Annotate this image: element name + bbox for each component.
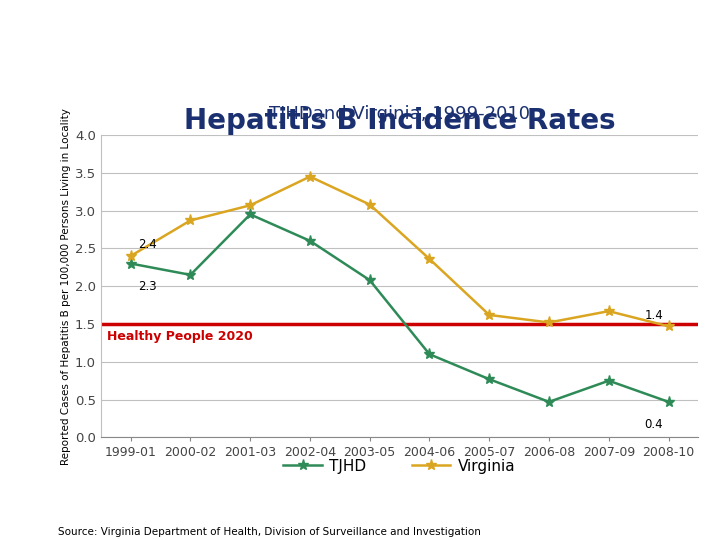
Text: 0.4: 0.4 (644, 418, 663, 431)
Text: TJHDand Virginia, 1999-2010: TJHDand Virginia, 1999-2010 (269, 105, 530, 123)
Title: Hepatitis B Incidence Rates: Hepatitis B Incidence Rates (184, 107, 616, 135)
Y-axis label: Reported Cases of Hepatitis B per 100,000 Persons Living in Locality: Reported Cases of Hepatitis B per 100,00… (60, 108, 71, 464)
Legend: TJHD, Virginia: TJHD, Virginia (277, 453, 522, 480)
Text: 1.4: 1.4 (644, 309, 663, 322)
Text: Source: Virginia Department of Health, Division of Surveillance and Investigatio: Source: Virginia Department of Health, D… (58, 527, 480, 537)
Text: Healthy People 2020: Healthy People 2020 (107, 330, 253, 343)
Text: 2.4: 2.4 (138, 239, 157, 252)
Text: 2.3: 2.3 (138, 280, 156, 293)
